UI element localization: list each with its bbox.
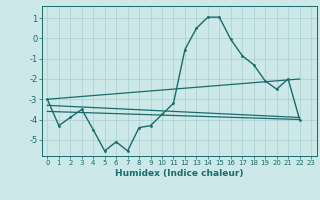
X-axis label: Humidex (Indice chaleur): Humidex (Indice chaleur) xyxy=(115,169,244,178)
